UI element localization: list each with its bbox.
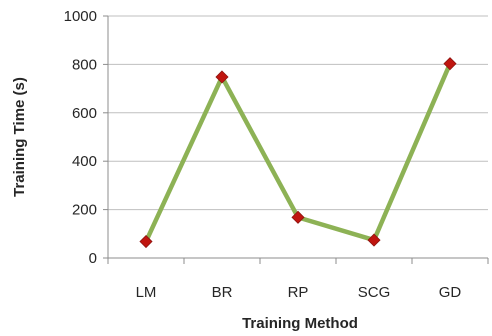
x-tick-label: SCG: [358, 284, 391, 301]
y-tick-label: 200: [72, 202, 97, 219]
x-axis-title: Training Method: [242, 315, 358, 332]
x-tick-label: LM: [136, 284, 157, 301]
y-tick-label: 600: [72, 105, 97, 122]
data-point-marker: [443, 57, 457, 71]
data-point-marker: [139, 234, 153, 249]
gridlines: [108, 15, 488, 211]
x-tick-label: RP: [288, 284, 309, 301]
y-tick-label: 0: [89, 250, 97, 267]
y-axis-title: Training Time (s): [11, 77, 28, 197]
series: [139, 57, 457, 249]
tick-labels: 0 200 400 600 800 1000 LM BR RP SCG GD: [64, 8, 462, 301]
y-tick-label: 1000: [64, 8, 97, 25]
y-tick-label: 400: [72, 153, 97, 170]
data-point-marker: [367, 233, 381, 247]
data-point-marker: [291, 210, 305, 224]
y-tick-label: 800: [72, 56, 97, 73]
axes: [103, 15, 489, 264]
x-tick-label: GD: [439, 284, 462, 301]
x-tick-label: BR: [212, 284, 233, 301]
data-point-marker: [215, 70, 229, 84]
